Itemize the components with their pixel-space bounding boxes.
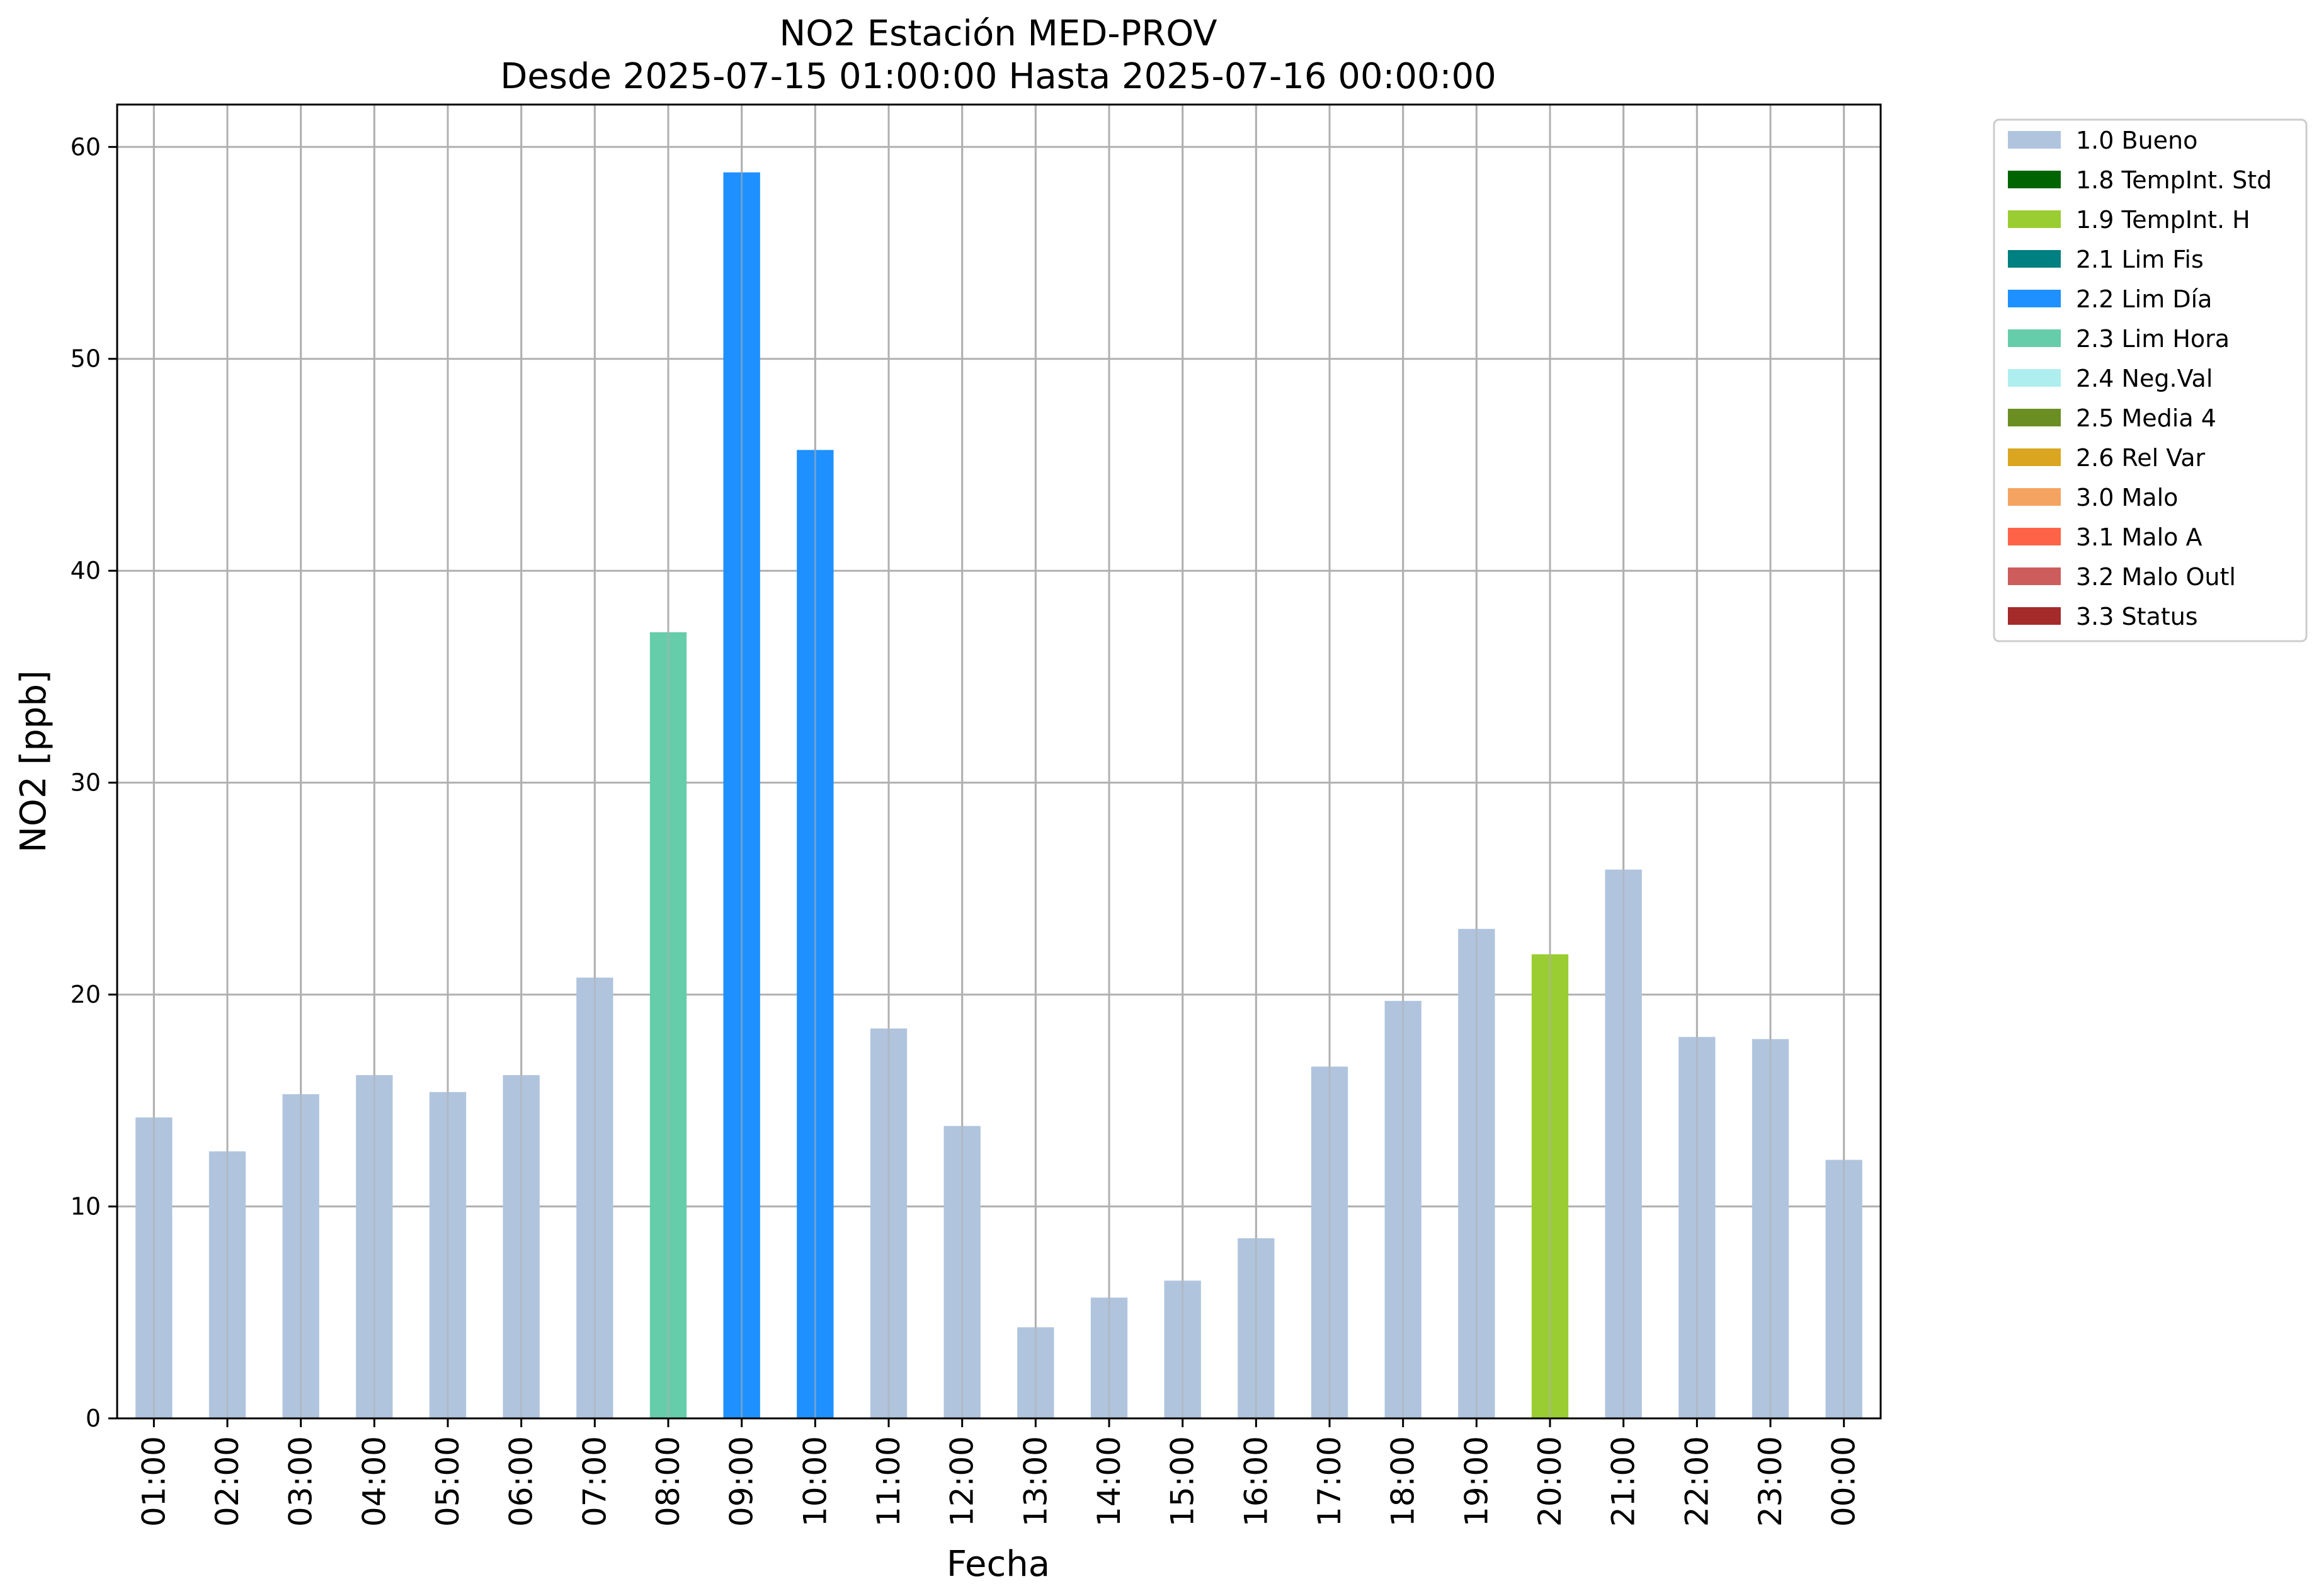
- legend-swatch: [2008, 369, 2061, 387]
- y-tick-label: 40: [71, 557, 101, 584]
- x-tick-label: 07:00: [576, 1436, 613, 1527]
- y-tick-label: 20: [71, 981, 101, 1008]
- legend-swatch: [2008, 290, 2061, 307]
- legend-swatch: [2008, 131, 2061, 149]
- x-tick-label: 10:00: [797, 1436, 833, 1527]
- legend-label: 3.2 Malo Outl: [2076, 563, 2236, 591]
- legend-frame: [1993, 118, 2308, 642]
- x-tick-label: 01:00: [135, 1436, 172, 1527]
- x-tick-label: 19:00: [1458, 1436, 1495, 1527]
- legend-swatch: [2008, 567, 2061, 585]
- x-tick-label: 14:00: [1091, 1436, 1127, 1527]
- legend-swatch: [2008, 409, 2061, 426]
- chart-subtitle: Desde 2025-07-15 01:00:00 Hasta 2025-07-…: [500, 56, 1496, 97]
- x-tick-label: 17:00: [1311, 1436, 1348, 1527]
- x-tick-label: 15:00: [1165, 1436, 1201, 1527]
- legend-label: 2.6 Rel Var: [2076, 444, 2206, 472]
- y-tick-label: 0: [86, 1405, 101, 1432]
- legend-label: 3.0 Malo: [2076, 484, 2178, 511]
- x-tick-label: 03:00: [283, 1436, 319, 1527]
- x-tick-label: 18:00: [1385, 1436, 1422, 1527]
- x-tick-label: 02:00: [209, 1436, 246, 1527]
- bars: [135, 105, 1862, 1418]
- x-axis-label: Fecha: [947, 1544, 1050, 1585]
- legend-swatch: [2008, 250, 2061, 268]
- y-tick-label: 10: [71, 1193, 101, 1221]
- legend-label: 2.4 Neg.Val: [2076, 365, 2213, 392]
- y-axis-ticks: 0 10 20 30 40 50 60: [71, 133, 117, 1432]
- x-tick-label: 22:00: [1678, 1436, 1715, 1527]
- legend-swatch: [2008, 448, 2061, 466]
- legend-label: 2.2 Lim Día: [2076, 285, 2212, 313]
- legend-label: 2.1 Lim Fis: [2076, 246, 2204, 273]
- x-tick-label: 21:00: [1605, 1436, 1642, 1527]
- legend-swatch: [2008, 329, 2061, 347]
- x-tick-label: 13:00: [1017, 1436, 1054, 1527]
- x-tick-label: 04:00: [356, 1436, 392, 1527]
- x-tick-label: 05:00: [430, 1436, 466, 1527]
- legend-label: 1.0 Bueno: [2076, 127, 2197, 154]
- x-tick-label: 00:00: [1826, 1436, 1862, 1527]
- legend-label: 1.9 TempInt. H: [2076, 206, 2250, 234]
- x-tick-label: 23:00: [1752, 1436, 1789, 1527]
- y-tick-label: 50: [71, 345, 101, 373]
- x-tick-label: 12:00: [944, 1436, 981, 1527]
- legend-swatch: [2008, 528, 2061, 545]
- x-tick-label: 20:00: [1532, 1436, 1568, 1527]
- legend-swatch: [2008, 171, 2061, 188]
- chart-title: NO2 Estación MED-PROV: [779, 13, 1217, 54]
- legend-label: 3.1 Malo A: [2076, 523, 2202, 551]
- x-tick-label: 11:00: [870, 1436, 907, 1527]
- legend-label: 2.5 Media 4: [2076, 404, 2216, 432]
- x-tick-label: 06:00: [503, 1436, 540, 1527]
- legend-swatch: [2008, 607, 2061, 625]
- y-tick-label: 60: [71, 133, 101, 161]
- y-axis-label: NO2 [ppb]: [13, 670, 54, 853]
- x-tick-label: 16:00: [1238, 1436, 1274, 1527]
- legend-swatch: [2008, 488, 2061, 506]
- legend-label: 2.3 Lim Hora: [2076, 325, 2230, 353]
- plot-frame: [116, 103, 1882, 1420]
- legend-label: 1.8 TempInt. Std: [2076, 166, 2272, 194]
- legend-label: 3.3 Status: [2076, 603, 2198, 630]
- legend-swatch: [2008, 210, 2061, 228]
- x-axis-ticks: 01:00 02:00 03:00 04:00 05:00 06:00 07:00 08:00…: [135, 1418, 1862, 1527]
- y-tick-label: 30: [71, 769, 101, 797]
- x-tick-label: 08:00: [650, 1436, 687, 1527]
- x-tick-label: 09:00: [724, 1436, 760, 1527]
- legend: 1.0 Bueno 1.8 TempInt. Std 1.9 TempInt. H 2…: [1993, 118, 2308, 642]
